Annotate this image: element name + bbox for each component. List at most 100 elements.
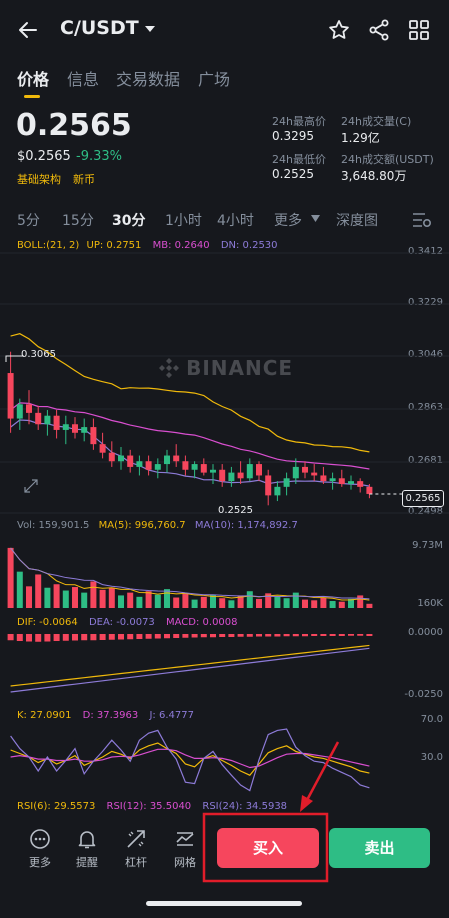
stat-vol-c-label: 24h成交量(C) [341,115,412,128]
grid-trade-label: 网格 [174,856,196,869]
stat-vol-c-value: 1.29亿 [341,131,380,145]
buy-button[interactable]: 买入 [217,828,319,868]
kdj-k-line [10,742,370,776]
watermark-text: BINANCE [186,356,294,380]
macd-axis-top: 0.0000 [408,627,443,638]
current-price-tag[interactable]: 0.2565 [402,490,444,507]
macd-histogram-bar [26,634,32,642]
macd-histogram-bar [283,634,290,637]
candle-body [136,461,143,467]
volume-bar [311,600,318,608]
macd-histogram-bar [366,634,373,636]
macd-histogram-bar [320,634,327,636]
candle-body [228,472,235,482]
macd-dea-line [10,647,370,693]
volume-ma5-line [10,547,370,601]
back-arrow-icon[interactable] [16,18,40,42]
volume-bar [44,587,51,608]
tag-new-coin[interactable]: 新币 [73,173,95,186]
volume-bar [357,595,364,608]
price-axis-tick: 0.3229 [408,297,443,308]
volume-bar [182,594,189,608]
interval-30m[interactable]: 30分 [112,213,146,229]
vol-ma5: MA(5): 996,760.7 [98,520,186,531]
candle-body [154,464,161,470]
top-nav-bar: C/USDT [0,0,449,60]
binance-logo-icon [159,358,179,378]
volume-bar [26,586,32,608]
volume-ma10-line [10,547,370,600]
tab-info[interactable]: 信息 [67,70,100,89]
share-icon[interactable] [367,18,391,42]
stat-vol-usdt-label: 24h成交额(USDT) [341,153,434,166]
candle-body [292,466,299,479]
candle-body [164,455,170,465]
macd-histogram-bar [292,634,299,637]
more-button[interactable]: 更多 [20,828,60,870]
candle-body [246,464,253,479]
candle-body [62,424,69,430]
grid-menu-icon[interactable] [407,18,431,42]
rsi-6: RSI(6): 29.5573 [17,801,96,812]
candle-body [256,464,262,476]
boll-middle-line [10,402,370,470]
price-axis-tick: 0.2498 [408,506,443,517]
leverage-label: 杠杆 [125,856,147,869]
interval-15m[interactable]: 15分 [62,213,94,229]
interval-depth[interactable]: 深度图 [336,213,378,229]
kdj-axis-bottom: 30.0 [420,752,443,763]
sell-button[interactable]: 卖出 [329,828,430,868]
volume-bar [164,589,170,608]
boll-dn: DN: 0.2530 [220,240,278,251]
grid-trade-button[interactable]: 网格 [165,828,205,870]
stat-high-value: 0.3295 [272,129,314,143]
tab-price[interactable]: 价格 [17,70,50,89]
candle-body [44,415,51,425]
tag-infrastructure[interactable]: 基础架构 [17,173,61,186]
candle-body [348,481,354,484]
pair-title[interactable]: C/USDT [60,17,139,39]
kdj-j-line [10,728,370,792]
candle-body [274,486,281,496]
volume-bar [210,594,216,608]
volume-bar [191,599,198,608]
candle-body [200,464,207,473]
alert-button[interactable]: 提醒 [67,828,107,870]
grid-trading-icon [176,832,194,846]
interval-4h[interactable]: 4小时 [217,213,254,229]
price-axis-tick: 0.2863 [408,402,443,413]
candle-body [108,452,115,462]
interval-more[interactable]: 更多 [274,213,302,229]
candle-body [366,486,373,494]
macd-histogram-bar [182,634,189,638]
volume-bar [145,591,152,608]
interval-1h[interactable]: 1小时 [165,213,202,229]
macd-histogram-bar [348,634,354,636]
home-indicator [146,901,302,906]
chart-settings-icon[interactable] [412,211,432,229]
macd-histogram-bar [265,634,272,637]
macd-histogram-bar [329,634,336,636]
kdj-d-line [10,748,370,769]
macd-axis-bottom: -0.0250 [404,689,443,700]
volume-bar [118,595,124,608]
macd-histogram-bar [44,634,51,642]
chevron-down-icon[interactable] [144,24,156,34]
macd-dea: DEA: -0.0073 [88,617,155,628]
tab-square[interactable]: 广场 [198,70,231,89]
candle-body [338,478,345,484]
interval-5m[interactable]: 5分 [17,213,40,229]
volume-bar [265,593,272,608]
expand-icon[interactable] [23,478,39,494]
macd-histogram-bar [246,634,253,637]
macd-histogram-bar [81,634,88,641]
macd-histogram-bar [237,634,244,637]
star-icon[interactable] [327,18,351,42]
tab-trade-data[interactable]: 交易数据 [116,70,181,89]
rsi-legend: RSI(6): 29.5573 RSI(12): 35.5040 RSI(24)… [17,801,287,812]
leverage-button[interactable]: 杠杆 [116,828,156,870]
macd-histogram-bar [274,634,281,637]
volume-bar [200,596,207,608]
volume-axis-top: 9.73M [412,540,443,551]
volume-bar [228,600,235,608]
